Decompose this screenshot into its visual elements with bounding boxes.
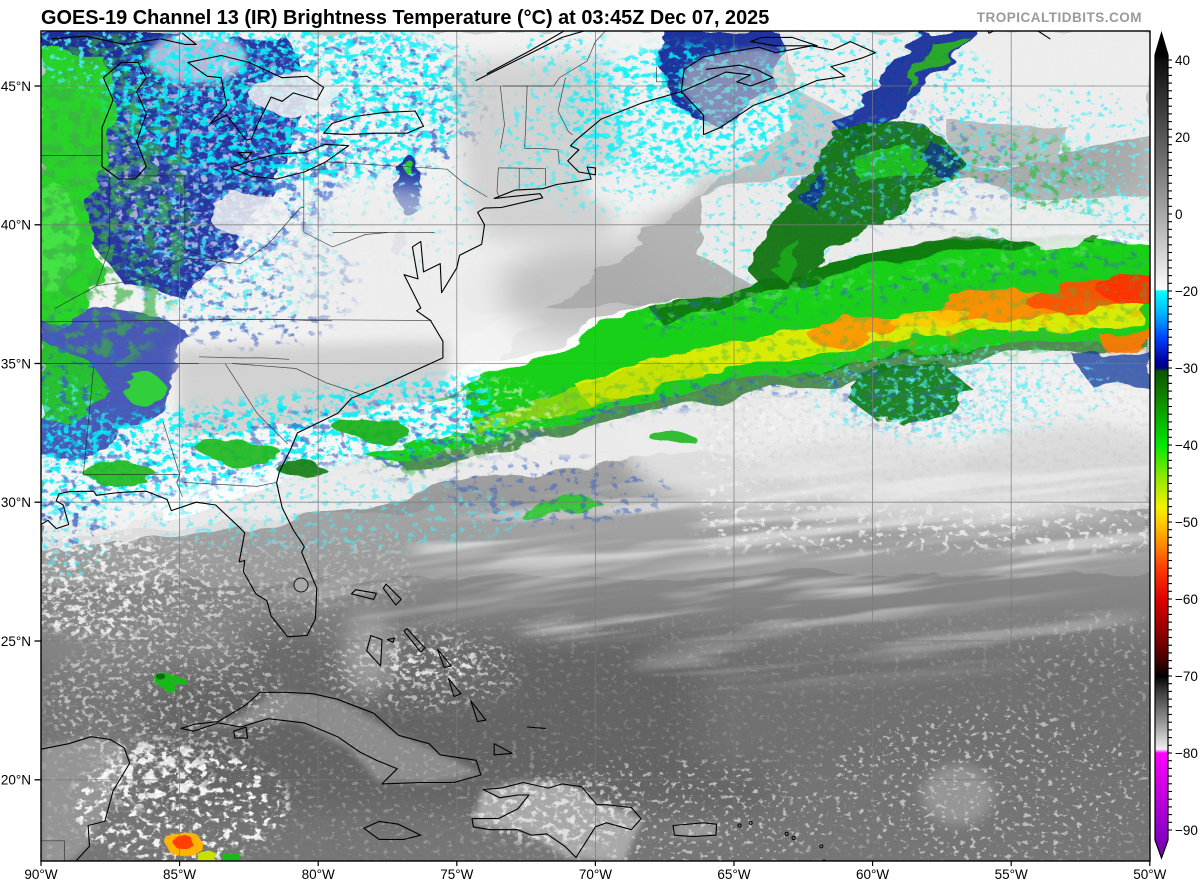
svg-text:−40: −40: [1175, 438, 1198, 453]
svg-text:60°W: 60°W: [856, 867, 889, 882]
svg-text:−20: −20: [1175, 284, 1198, 299]
svg-text:45°N: 45°N: [1, 79, 31, 94]
svg-text:35°N: 35°N: [1, 356, 31, 371]
svg-text:40: 40: [1175, 53, 1190, 68]
svg-text:40°N: 40°N: [1, 218, 31, 233]
svg-text:−50: −50: [1175, 515, 1198, 530]
svg-text:−70: −70: [1175, 669, 1198, 684]
svg-text:20°N: 20°N: [1, 773, 31, 788]
svg-text:50°W: 50°W: [1133, 867, 1166, 882]
svg-text:−30: −30: [1175, 361, 1198, 376]
svg-text:65°W: 65°W: [717, 867, 750, 882]
svg-text:80°W: 80°W: [302, 867, 335, 882]
svg-text:55°W: 55°W: [995, 867, 1028, 882]
svg-text:90°W: 90°W: [24, 867, 57, 882]
svg-text:85°W: 85°W: [163, 867, 196, 882]
svg-text:30°N: 30°N: [1, 495, 31, 510]
svg-text:−90: −90: [1175, 823, 1198, 838]
svg-text:0: 0: [1175, 207, 1183, 222]
svg-text:−60: −60: [1175, 592, 1198, 607]
svg-text:25°N: 25°N: [1, 634, 31, 649]
svg-text:75°W: 75°W: [440, 867, 473, 882]
svg-text:70°W: 70°W: [579, 867, 612, 882]
svg-text:−80: −80: [1175, 746, 1198, 761]
svg-text:20: 20: [1175, 130, 1190, 145]
